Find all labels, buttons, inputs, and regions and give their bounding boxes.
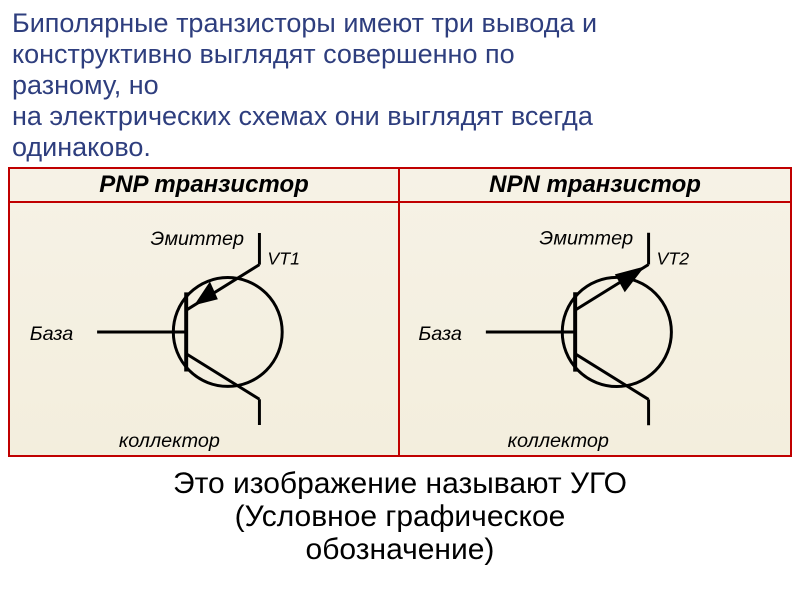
pnp-cell: PNP транзистор Эмиттер VT1 Ба <box>10 169 400 455</box>
transistor-diagram-table: PNP транзистор Эмиттер VT1 Ба <box>8 167 792 457</box>
npn-cell: NPN транзистор Эмиттер VT2 База коллекто… <box>400 169 790 455</box>
npn-title: NPN транзистор <box>400 169 790 203</box>
npn-emitter-arrow <box>615 267 645 293</box>
caption-line3: обозначение) <box>306 533 495 566</box>
pnp-designator: VT1 <box>267 249 300 269</box>
pnp-title: PNP транзистор <box>10 169 398 203</box>
npn-body-circle <box>562 278 671 387</box>
intro-line3: разному, но <box>12 70 159 100</box>
pnp-svg: Эмиттер VT1 База коллектор <box>10 203 398 455</box>
pnp-schematic: Эмиттер VT1 База коллектор <box>10 203 398 455</box>
intro-text: Биполярные транзисторы имеют три вывода … <box>0 0 800 167</box>
intro-line5: одинаково. <box>12 132 151 162</box>
npn-svg: Эмиттер VT2 База коллектор <box>400 203 790 455</box>
npn-emitter-label: Эмиттер <box>539 228 633 250</box>
npn-designator: VT2 <box>657 249 690 269</box>
caption-line1: Это изображение называют УГО <box>173 467 627 500</box>
npn-collector-label: коллектор <box>508 430 609 452</box>
pnp-base-label: База <box>30 323 73 345</box>
npn-schematic: Эмиттер VT2 База коллектор <box>400 203 790 455</box>
intro-line2: конструктивно выглядят совершенно по <box>12 39 515 69</box>
caption-text: Это изображение называют УГО (Условное г… <box>0 467 800 566</box>
pnp-collector-label: коллектор <box>119 430 220 452</box>
pnp-body-circle <box>173 278 282 387</box>
npn-base-label: База <box>418 323 462 345</box>
intro-line4: на электрических схемах они выглядят все… <box>12 101 593 131</box>
caption-line2: (Условное графическое <box>235 500 566 533</box>
intro-line1: Биполярные транзисторы имеют три вывода … <box>12 8 597 38</box>
pnp-emitter-label: Эмиттер <box>151 228 244 250</box>
